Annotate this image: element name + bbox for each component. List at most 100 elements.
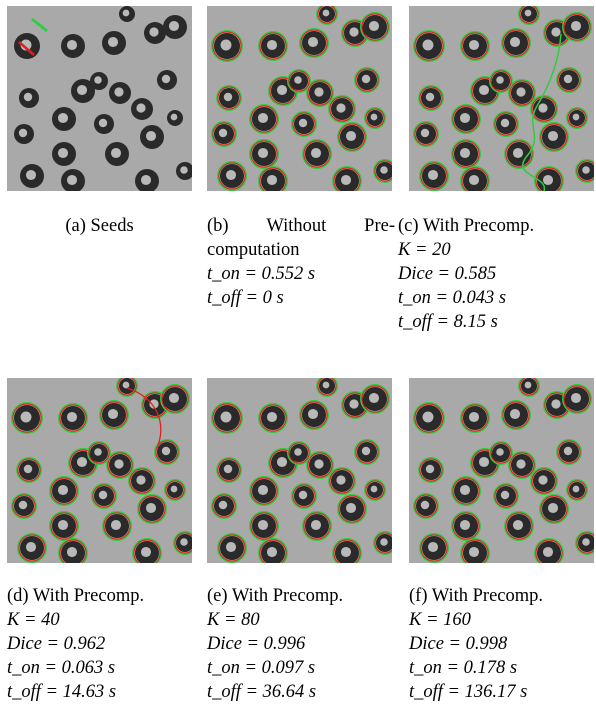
cell bbox=[306, 79, 334, 107]
cell bbox=[413, 402, 445, 434]
cell bbox=[501, 400, 531, 430]
cell bbox=[418, 457, 444, 483]
caption-e-label: (e) With Precomp. bbox=[207, 586, 344, 606]
cell bbox=[299, 400, 329, 430]
cell bbox=[167, 110, 183, 126]
caption-e-dice: Dice = 0.996 bbox=[207, 634, 306, 654]
caption-e-ton: t_on = 0.097 s bbox=[207, 658, 316, 678]
cell bbox=[135, 169, 159, 191]
caption-f-ton: t_on = 0.178 s bbox=[409, 658, 518, 678]
cell bbox=[489, 441, 513, 465]
cell bbox=[128, 467, 156, 495]
cell bbox=[291, 111, 317, 137]
cell bbox=[217, 533, 247, 563]
cell bbox=[258, 31, 288, 61]
cell bbox=[460, 538, 490, 563]
cell bbox=[534, 538, 564, 563]
caption-c-k: K = 20 bbox=[398, 240, 451, 260]
cell bbox=[489, 69, 513, 93]
cell bbox=[493, 111, 519, 137]
cell bbox=[91, 483, 117, 509]
caption-d: (d) With Precomp. K = 40 Dice = 0.962 t_… bbox=[7, 584, 199, 704]
cell bbox=[58, 403, 88, 433]
cell bbox=[102, 511, 132, 541]
cell bbox=[302, 511, 332, 541]
cell bbox=[291, 483, 317, 509]
cell bbox=[258, 166, 288, 191]
cell bbox=[140, 125, 164, 149]
cell bbox=[160, 384, 190, 414]
cell bbox=[211, 402, 243, 434]
cell bbox=[16, 457, 42, 483]
caption-b-part1: (b) bbox=[207, 216, 229, 236]
cell bbox=[137, 494, 167, 524]
cell bbox=[299, 28, 329, 58]
cell bbox=[451, 511, 481, 541]
cell bbox=[508, 79, 536, 107]
caption-f-label: (f) With Precomp. bbox=[409, 586, 544, 606]
cell bbox=[58, 538, 88, 563]
cell bbox=[328, 467, 356, 495]
precomp-k40-image bbox=[7, 378, 192, 563]
cell bbox=[354, 439, 380, 465]
cell bbox=[360, 384, 390, 414]
cell bbox=[249, 511, 279, 541]
cell bbox=[211, 493, 237, 519]
cell bbox=[19, 88, 39, 108]
cell bbox=[354, 67, 380, 93]
caption-b-part3: Pre- bbox=[364, 216, 395, 236]
cell bbox=[373, 159, 392, 183]
caption-a: (a) Seeds bbox=[7, 214, 192, 238]
cell bbox=[17, 533, 47, 563]
cell bbox=[341, 19, 369, 47]
cell bbox=[94, 114, 114, 134]
cell bbox=[337, 494, 367, 524]
caption-b-toff: t_off = 0 s bbox=[207, 288, 284, 308]
cell bbox=[419, 533, 449, 563]
caption-f-k: K = 160 bbox=[409, 610, 471, 630]
cell bbox=[413, 493, 439, 519]
cell bbox=[249, 104, 279, 134]
caption-e-k: K = 80 bbox=[207, 610, 260, 630]
caption-b-part2: Without bbox=[266, 216, 327, 236]
cell bbox=[144, 22, 166, 44]
cell bbox=[119, 6, 135, 22]
cell bbox=[328, 95, 356, 123]
cell bbox=[566, 107, 588, 129]
cell bbox=[360, 12, 390, 42]
cell bbox=[566, 479, 588, 501]
caption-f: (f) With Precomp. K = 160 Dice = 0.998 t… bbox=[409, 584, 596, 704]
caption-d-ton: t_on = 0.063 s bbox=[7, 658, 116, 678]
cell bbox=[373, 531, 392, 555]
caption-c-label: (c) With Precomp. bbox=[398, 216, 535, 236]
without-precomputation-image bbox=[207, 6, 392, 191]
caption-f-dice: Dice = 0.998 bbox=[409, 634, 508, 654]
cell bbox=[102, 31, 126, 55]
green-seed-mark bbox=[31, 17, 48, 33]
cell bbox=[157, 70, 177, 90]
cell bbox=[493, 483, 519, 509]
cell bbox=[11, 402, 43, 434]
cell bbox=[49, 476, 79, 506]
cell bbox=[418, 85, 444, 111]
cell bbox=[530, 467, 558, 495]
cell bbox=[556, 439, 582, 465]
cell bbox=[460, 166, 490, 191]
cell bbox=[316, 6, 338, 25]
precomp-k20-image bbox=[409, 6, 594, 191]
cell bbox=[460, 403, 490, 433]
cell bbox=[451, 104, 481, 134]
cell bbox=[460, 31, 490, 61]
cell bbox=[575, 531, 594, 555]
caption-a-label: (a) Seeds bbox=[65, 216, 134, 236]
cell bbox=[131, 98, 153, 120]
cell bbox=[211, 121, 237, 147]
cell bbox=[106, 451, 134, 479]
caption-b-ton: t_on = 0.552 s bbox=[207, 264, 316, 284]
cell bbox=[562, 12, 592, 42]
precomp-k160-image bbox=[409, 378, 594, 563]
precomp-k80-image bbox=[207, 378, 392, 563]
cell bbox=[518, 6, 540, 25]
caption-c-ton: t_on = 0.043 s bbox=[398, 288, 507, 308]
cell bbox=[14, 33, 40, 59]
